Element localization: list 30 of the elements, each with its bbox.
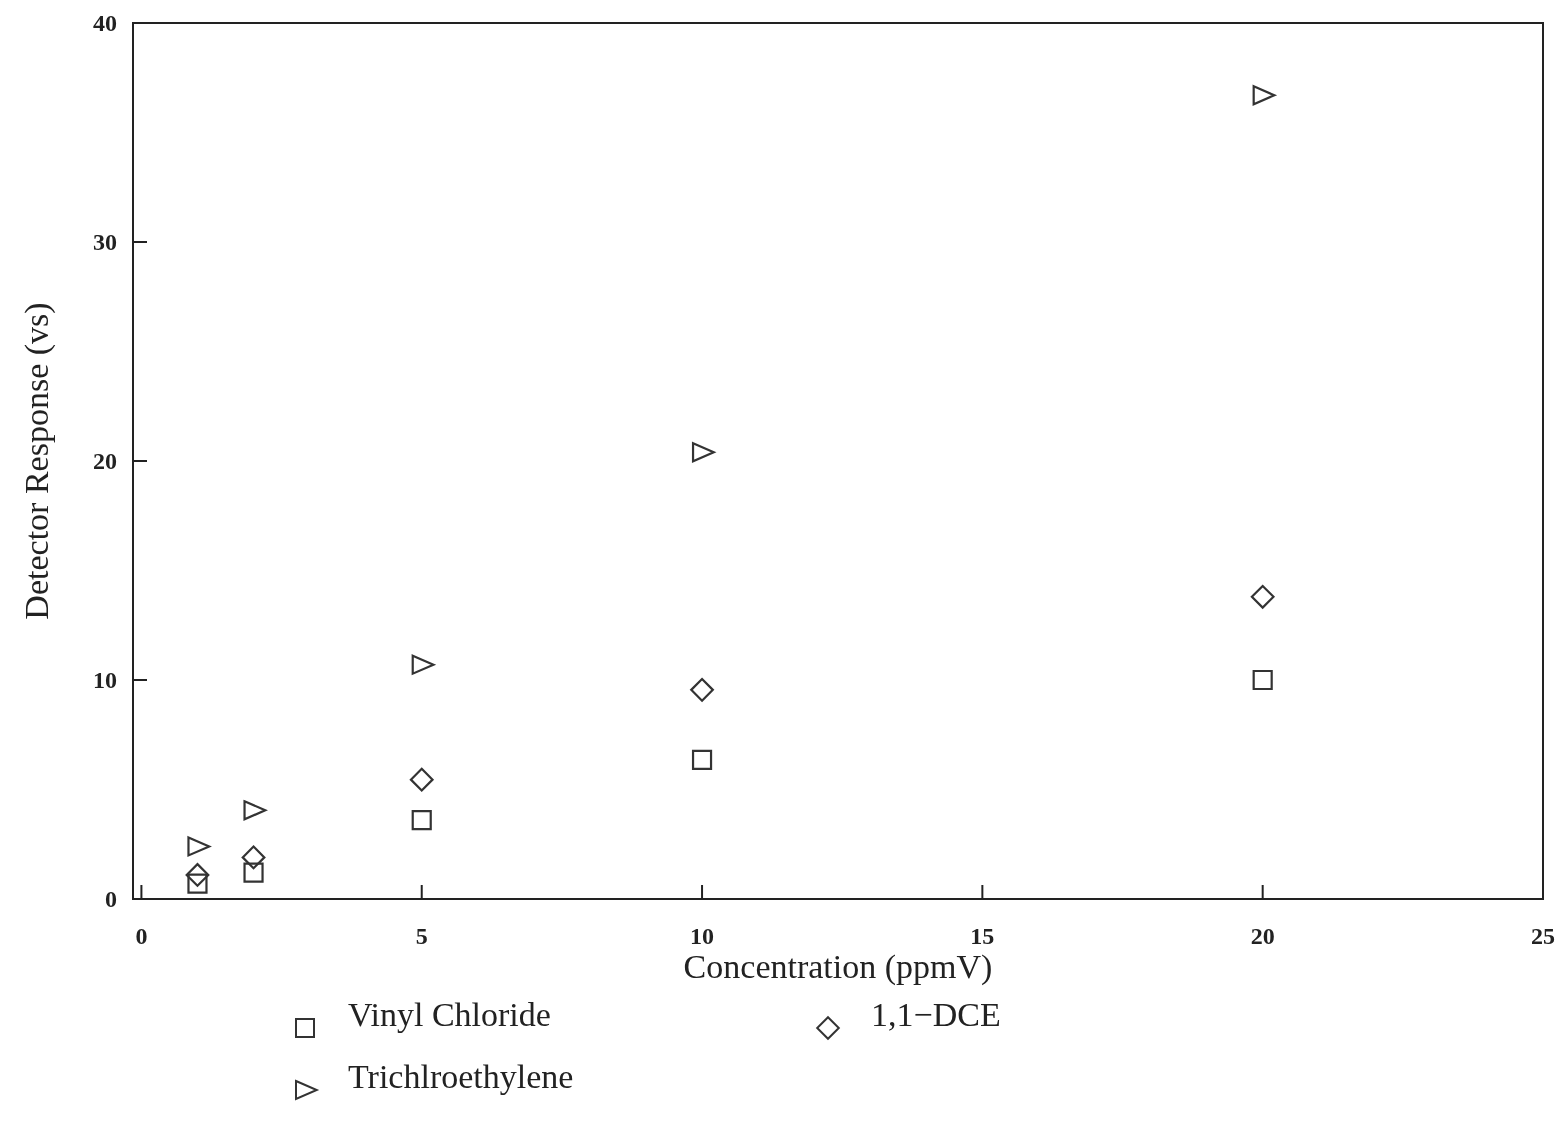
x-tick-label: 0 bbox=[135, 923, 148, 949]
point bbox=[1250, 584, 1275, 609]
point bbox=[1252, 669, 1273, 691]
y-axis-title: Detector Response (vs) bbox=[18, 302, 56, 620]
y-tick-label: 10 bbox=[93, 667, 117, 693]
point bbox=[411, 654, 435, 675]
point bbox=[187, 836, 211, 857]
x-axis-title: Concentration (ppmV) bbox=[683, 948, 993, 986]
legend-label: Trichlroethylene bbox=[348, 1058, 574, 1095]
point bbox=[690, 677, 714, 702]
point bbox=[241, 845, 266, 870]
x-tick-label: 15 bbox=[970, 923, 995, 949]
y-tick-label: 20 bbox=[93, 448, 117, 474]
y-tick-label: 30 bbox=[93, 229, 117, 255]
x-tick-label: 5 bbox=[415, 923, 428, 949]
y-tick-label: 0 bbox=[105, 886, 117, 912]
x-tick-label: 10 bbox=[690, 923, 715, 949]
point bbox=[243, 800, 267, 821]
x-tick-label: 25 bbox=[1531, 923, 1555, 949]
point bbox=[1252, 85, 1276, 106]
point bbox=[691, 442, 715, 463]
point bbox=[243, 862, 264, 883]
point bbox=[411, 810, 432, 831]
point bbox=[409, 767, 434, 792]
legend-label: 1,1−DCE bbox=[871, 996, 1001, 1033]
y-tick-label: 40 bbox=[93, 10, 117, 36]
point bbox=[185, 863, 210, 887]
legend-label: Vinyl Chloride bbox=[348, 996, 551, 1033]
point bbox=[691, 749, 713, 771]
x-tick-label: 20 bbox=[1250, 923, 1275, 949]
